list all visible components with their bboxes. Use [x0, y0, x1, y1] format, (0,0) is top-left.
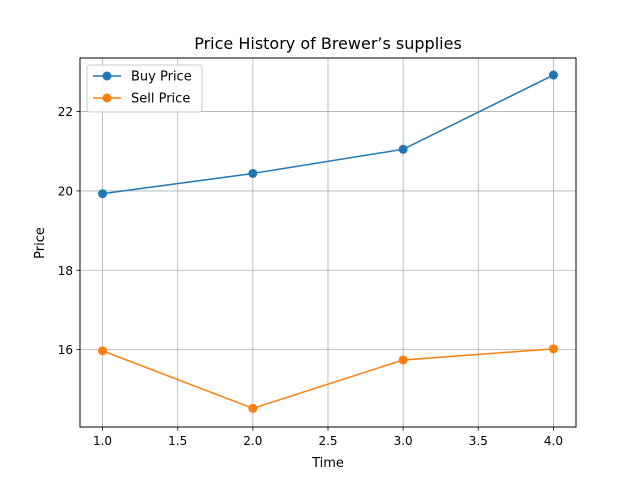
- y-tick-label: 18: [58, 264, 73, 278]
- data-point-buy-price: [398, 144, 408, 154]
- legend: Buy Price Sell Price: [86, 64, 203, 113]
- x-tick-label: 3.0: [394, 434, 413, 448]
- data-point-buy-price: [98, 189, 108, 199]
- x-tick-label: 2.5: [318, 434, 337, 448]
- chart-title: Price History of Brewer’s supplies: [194, 34, 462, 53]
- data-point-sell-price: [98, 346, 108, 356]
- x-tick-label: 1.0: [93, 434, 112, 448]
- x-axis-label: Time: [311, 456, 344, 471]
- series-line-sell-price: [102, 348, 554, 410]
- x-tick-label: 2.0: [243, 434, 262, 448]
- series-lines: [98, 70, 558, 413]
- legend-label-buy-price: Buy Price: [131, 70, 192, 85]
- y-tick-label: 22: [58, 105, 73, 119]
- ticks: 1.0 1.5 2.0 2.5 3.0 3.5 4.0 16 18 20 22: [58, 105, 563, 448]
- legend-marker-buy-price: [102, 71, 112, 81]
- data-point-sell-price: [248, 403, 258, 413]
- y-axis-label: Price: [33, 227, 48, 259]
- legend-label-sell-price: Sell Price: [131, 92, 190, 107]
- series-line-buy-price: [102, 74, 554, 195]
- y-tick-label: 16: [58, 343, 73, 357]
- legend-marker-sell-price: [102, 93, 112, 103]
- y-tick-label: 20: [58, 184, 73, 198]
- data-point-sell-price: [548, 344, 558, 354]
- data-point-buy-price: [248, 168, 258, 178]
- grid: [80, 58, 576, 427]
- data-point-sell-price: [398, 355, 408, 365]
- data-point-buy-price: [548, 70, 558, 80]
- x-tick-label: 1.5: [168, 434, 187, 448]
- x-tick-label: 4.0: [544, 434, 563, 448]
- x-tick-label: 3.5: [469, 434, 488, 448]
